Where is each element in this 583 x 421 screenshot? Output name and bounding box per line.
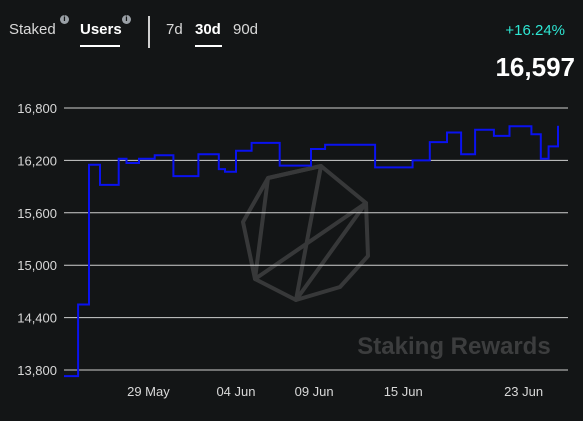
percent-change: +16.24%	[505, 22, 565, 39]
y-tick-label: 16,800	[17, 101, 57, 116]
chart-toolbar: Staked i Users i 7d 30d 90d	[0, 0, 583, 60]
y-tick-label: 14,400	[17, 311, 57, 326]
range-7d-button[interactable]: 7d	[166, 21, 183, 38]
watermark: Staking Rewards	[241, 164, 551, 360]
watermark-logo-icon	[241, 164, 370, 302]
range-30d-button[interactable]: 30d	[195, 21, 221, 38]
x-tick-label: 15 Jun	[384, 384, 423, 399]
range-30d-underline	[195, 45, 222, 47]
x-tick-label: 29 May	[127, 384, 170, 399]
x-tick-label: 09 Jun	[295, 384, 334, 399]
staked-info-icon[interactable]: i	[60, 15, 69, 24]
tab-staked[interactable]: Staked	[9, 21, 56, 38]
tab-users[interactable]: Users	[80, 21, 122, 38]
current-users-value: 16,597	[495, 52, 575, 82]
y-tick-label: 15,600	[17, 206, 57, 221]
x-tick-label: 04 Jun	[216, 384, 255, 399]
watermark-text: Staking Rewards	[357, 333, 550, 360]
users-tab-underline	[80, 45, 120, 47]
users-series-line	[64, 125, 559, 378]
y-tick-label: 13,800	[17, 363, 57, 378]
x-tick-label: 23 Jun	[504, 384, 543, 399]
y-tick-label: 15,000	[17, 258, 57, 273]
users-info-icon[interactable]: i	[122, 15, 131, 24]
range-90d-button[interactable]: 90d	[233, 21, 259, 38]
toolbar-divider	[148, 16, 150, 48]
y-tick-label: 16,200	[17, 153, 57, 168]
